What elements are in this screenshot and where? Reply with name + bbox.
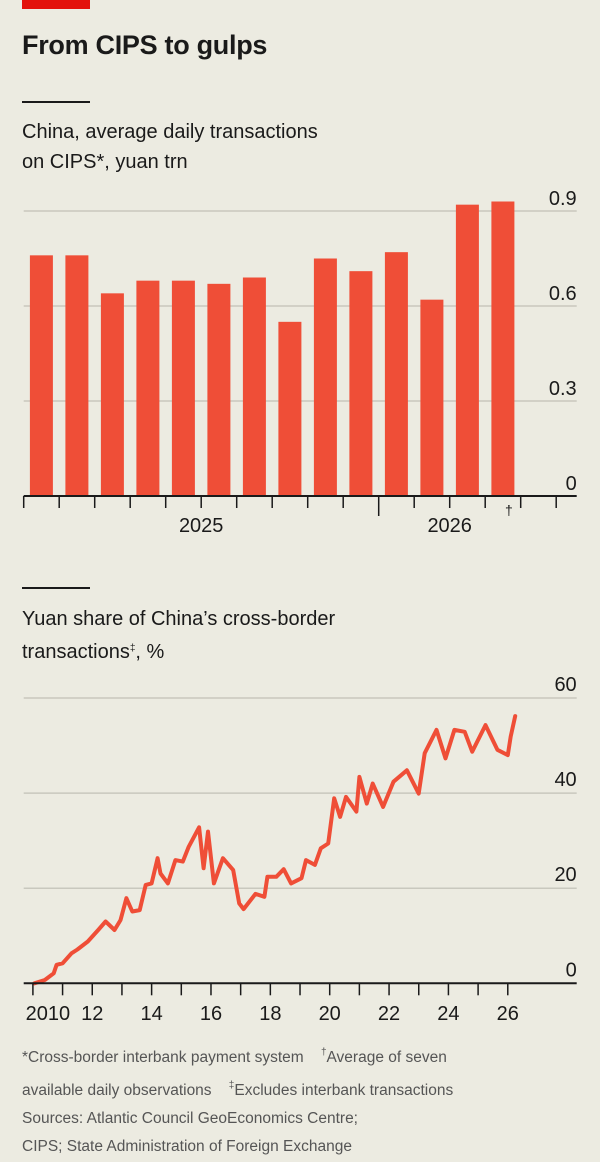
bar [136,280,160,496]
x-tick-label: 20 [319,1003,341,1025]
bar [100,293,124,496]
y-tick-label: 20 [554,864,576,886]
brand-accent-bar [22,0,90,9]
footnote-ddagger: Excludes interbank transactions [234,1082,454,1099]
footnote-dagger-cont: available daily observations [22,1082,212,1099]
bar [242,277,266,496]
sources-line: CIPS; State Administration of Foreign Ex… [22,1138,352,1155]
chart-title: From CIPS to gulps [22,30,268,60]
bar [171,280,195,496]
subtitle-line: on CIPS*, yuan trn [22,151,188,173]
y-tick-label: 0 [566,959,577,981]
subtitle-line: Yuan share of China’s cross-border [22,608,336,630]
subtitle-line: China, average daily transactions [22,121,318,143]
subtitle-unit: , % [135,641,165,663]
x-tick-label: 22 [378,1003,400,1025]
y-tick-label: 0 [566,473,577,495]
footnotes: *Cross-border interbank payment system †… [22,1039,453,1161]
footnote-mark: † [320,1047,327,1058]
y-tick-label: 0.6 [549,283,577,305]
bar [278,321,302,496]
footnote-line: *Cross-border interbank payment system †… [22,1039,453,1072]
y-tick-label: 40 [554,769,576,791]
bar [384,252,408,496]
x-tick-label: 16 [200,1003,222,1025]
section-divider [22,587,90,589]
x-year-label: 2025 [179,515,224,537]
x-tick-label: 24 [437,1003,459,1025]
bar [313,258,337,496]
footnote-star: *Cross-border interbank payment system [22,1049,304,1066]
bar [491,201,515,496]
footnote-mark: ‡ [228,1080,235,1091]
x-tick-label: 14 [140,1003,162,1025]
x-tick-label: 18 [259,1003,281,1025]
bar-chart-subtitle: China, average daily transactions on CIP… [22,117,318,177]
bar [29,255,53,496]
y-tick-label: 60 [554,674,576,696]
bar [65,255,89,496]
subtitle-line: transactions‡, % [22,634,335,667]
footnote-mark: ‡ [129,643,136,654]
subtitle-text: transactions [22,641,130,663]
x-tick-label: 26 [497,1003,519,1025]
bar [207,283,231,496]
y-tick-label: 0.3 [549,378,577,400]
section-divider [22,101,90,103]
x-tick-label: 12 [81,1003,103,1025]
line-chart-subtitle: Yuan share of China’s cross-border trans… [22,604,335,667]
footnote-line: available daily observations ‡Excludes i… [22,1072,453,1105]
bar [420,299,444,496]
x-tick-label: 2010 [26,1003,71,1025]
partial-month-marker: † [505,502,513,518]
yuan-share-line [32,714,518,986]
footnote-dagger: Average of seven [326,1049,447,1066]
bar [349,271,373,496]
x-year-label: 2026 [427,515,472,537]
bar [455,204,479,496]
sources-line: Sources: Atlantic Council GeoEconomics C… [22,1110,358,1127]
y-tick-label: 0.9 [549,188,577,210]
